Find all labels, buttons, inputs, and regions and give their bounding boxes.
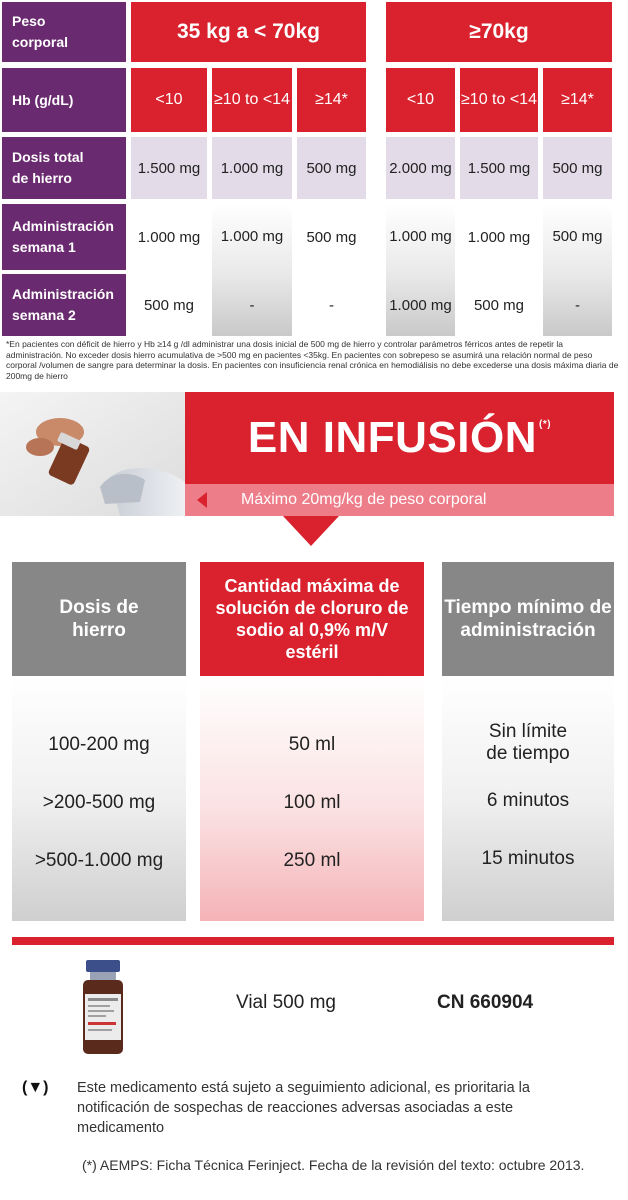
week1-cell: 1.000 mg	[131, 204, 207, 270]
total-iron-cell: 1.000 mg	[212, 137, 292, 199]
row-label-week2-text: Administración semana 2	[12, 286, 114, 323]
week2-cell: -	[297, 274, 366, 336]
weight-group-70-plus: ≥70kg	[386, 2, 612, 62]
dose-value: >200-500 mg	[42, 792, 156, 813]
header-iron-dose-text: Dosis de hierro	[59, 597, 139, 641]
header-min-time: Tiempo mínimo de administración	[442, 562, 614, 676]
additional-monitoring-notice: (▼) Este medicamento está sujeto a segui…	[22, 1078, 602, 1138]
cn-code: CN 660904	[437, 992, 534, 1013]
divider	[12, 937, 614, 945]
week2-cell: 500 mg	[131, 274, 207, 336]
header-saline-quantity: Cantidad máxima de solución de cloruro d…	[200, 562, 424, 676]
infusion-title-text: EN INFUSIÓN	[247, 413, 537, 462]
week1-cell: 500 mg	[543, 204, 612, 336]
weight-group-under-70: 35 kg a < 70kg	[131, 2, 366, 62]
total-iron-cell: 1.500 mg	[460, 137, 538, 199]
week2-cell: 1.000 mg	[389, 296, 452, 314]
hb-range-cell: ≥14*	[297, 68, 366, 132]
week2-cell: -	[249, 296, 255, 314]
row-label-total-iron-text: Dosis total de hierro	[12, 149, 84, 186]
total-iron-cell: 2.000 mg	[386, 137, 455, 199]
dose-value: >500-1.000 mg	[34, 850, 164, 871]
syringe-vial-illustration	[0, 392, 185, 516]
hb-range-cell: ≥10 to <14	[460, 68, 538, 132]
reference-note: (*) AEMPS: Ficha Técnica Ferinject. Fech…	[82, 1157, 585, 1173]
triangle-left-icon	[197, 492, 207, 508]
row-label-total-iron: Dosis total de hierro	[2, 137, 126, 199]
saline-value: 50 ml	[288, 734, 336, 755]
black-triangle-icon: (▼)	[22, 1079, 49, 1096]
header-saline-quantity-text: Cantidad máxima de solución de cloruro d…	[215, 576, 409, 662]
total-iron-cell: 1.500 mg	[131, 137, 207, 199]
vial-icon	[83, 960, 123, 1054]
arrow-down-icon	[283, 516, 339, 546]
vial-label: Vial 500 mg	[236, 992, 336, 1013]
infusion-subtitle: Máximo 20mg/kg de peso corporal	[241, 491, 487, 508]
dose-table-footnote: *En pacientes con déficit de hierro y Hb…	[6, 339, 619, 381]
hb-range-cell: <10	[131, 68, 207, 132]
row-label-week1-text: Administración semana 1	[12, 218, 114, 255]
week1-cell: 1.000 mg	[212, 204, 292, 336]
saline-value: 100 ml	[283, 792, 341, 813]
time-value: Sin límite de tiempo	[486, 721, 570, 764]
row-label-week2: Administración semana 2	[2, 274, 126, 336]
infusion-title-mark: (*)	[539, 419, 552, 430]
column-saline-quantity: 50 ml 100 ml 250 ml	[200, 676, 424, 921]
row-label-weight: Peso corporal	[2, 2, 126, 62]
row-label-hb-text: Hb (g/dL)	[12, 91, 74, 108]
vial-image	[80, 958, 126, 1056]
column-min-time: Sin límite de tiempo 6 minutos 15 minuto…	[442, 676, 614, 921]
hb-range-cell: ≥14*	[543, 68, 612, 132]
dose-value: 100-200 mg	[48, 734, 150, 755]
infusion-subtitle-bar: Máximo 20mg/kg de peso corporal	[185, 484, 614, 516]
week1-cell: 1.000 mg	[460, 204, 538, 270]
week2-cell: -	[575, 296, 580, 314]
infusion-photo	[0, 392, 185, 516]
row-label-weight-text: Peso corporal	[12, 13, 69, 50]
notice-text: Este medicamento está sujeto a seguimien…	[77, 1080, 530, 1136]
total-iron-cell: 500 mg	[297, 137, 366, 199]
row-label-hb: Hb (g/dL)	[2, 68, 126, 132]
saline-value: 250 ml	[283, 850, 341, 871]
infusion-title-banner: EN INFUSIÓN (*)	[185, 392, 614, 484]
week1-cell: 1.000 mg	[386, 204, 455, 336]
infusion-title: EN INFUSIÓN (*)	[248, 413, 551, 463]
header-iron-dose: Dosis de hierro	[12, 562, 186, 676]
total-iron-cell: 500 mg	[543, 137, 612, 199]
week2-cell: 500 mg	[460, 274, 538, 336]
time-value: 15 minutos	[481, 848, 575, 869]
header-min-time-text: Tiempo mínimo de administración	[444, 597, 612, 641]
column-iron-dose: 100-200 mg >200-500 mg >500-1.000 mg	[12, 676, 186, 921]
week1-cell: 500 mg	[297, 204, 366, 270]
hb-range-cell: <10	[386, 68, 455, 132]
time-value: 6 minutos	[486, 790, 570, 811]
row-label-week1: Administración semana 1	[2, 204, 126, 270]
hb-range-cell: ≥10 to <14	[212, 68, 292, 132]
